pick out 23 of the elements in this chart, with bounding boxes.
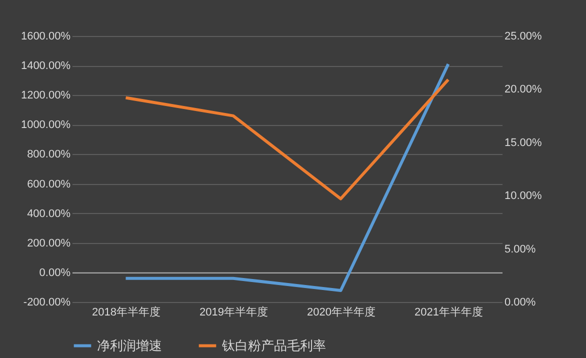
y-tick-label: 1200.00% [20, 90, 71, 102]
x-tick-label: 2019年半年度 [200, 306, 268, 318]
y-tick-label: 1000.00% [20, 119, 71, 132]
y-tick-label: 800.00% [27, 148, 71, 161]
x-tick-label: 2021年半年度 [414, 306, 483, 318]
y2-tick-label: 15.00% [504, 136, 542, 149]
y-tick-label: 200.00% [27, 237, 71, 250]
y-tick-label: 400.00% [27, 208, 71, 220]
legend-label: 钛白粉产品毛利率 [221, 338, 326, 353]
y-tick-label: 1600.00% [20, 30, 71, 42]
y2-tick-label: 25.00% [504, 30, 542, 42]
y-tick-label: -200.00% [23, 296, 71, 308]
y2-tick-label: 5.00% [504, 243, 536, 256]
legend-label: 净利润增速 [97, 338, 162, 353]
y2-tick-label: 10.00% [504, 190, 542, 202]
y2-tick-label: 20.00% [504, 84, 542, 96]
y-tick-label: 1400.00% [20, 60, 71, 72]
y-tick-label: 600.00% [27, 178, 71, 190]
x-tick-label: 2018年半年度 [92, 306, 160, 318]
x-tick-label: 2020年半年度 [307, 306, 376, 318]
line-series [124, 78, 450, 200]
y2-tick-label: 0.00% [504, 296, 536, 308]
y-tick-label: 0.00% [39, 266, 71, 279]
